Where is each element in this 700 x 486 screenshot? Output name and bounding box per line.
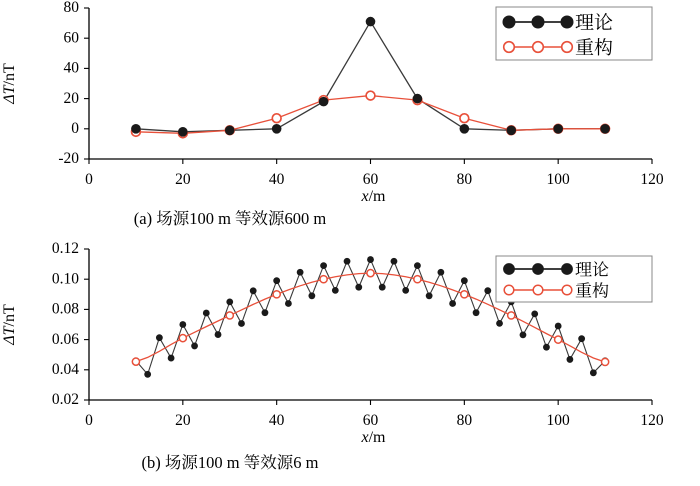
svg-text:40: 40 bbox=[64, 60, 80, 77]
svg-text:100: 100 bbox=[547, 412, 571, 429]
svg-text:100: 100 bbox=[547, 171, 571, 188]
svg-text:0.04: 0.04 bbox=[52, 361, 79, 378]
svg-text:80: 80 bbox=[457, 171, 473, 188]
svg-text:重构: 重构 bbox=[575, 37, 613, 59]
svg-text:120: 120 bbox=[640, 412, 664, 429]
svg-text:ΔT/nT: ΔT/nT bbox=[1, 63, 18, 105]
svg-text:理论: 理论 bbox=[575, 13, 613, 34]
svg-text:20: 20 bbox=[175, 412, 191, 429]
svg-text:重构: 重构 bbox=[575, 282, 609, 301]
svg-text:60: 60 bbox=[363, 171, 379, 188]
svg-text:理论: 理论 bbox=[575, 261, 609, 280]
svg-text:x/m: x/m bbox=[361, 429, 387, 446]
svg-text:120: 120 bbox=[640, 171, 664, 188]
svg-text:20: 20 bbox=[64, 90, 80, 107]
svg-text:40: 40 bbox=[269, 171, 285, 188]
svg-text:0.02: 0.02 bbox=[52, 391, 79, 408]
svg-text:0.12: 0.12 bbox=[52, 240, 79, 257]
svg-text:80: 80 bbox=[64, 0, 80, 16]
svg-text:x/m: x/m bbox=[361, 188, 387, 205]
svg-text:60: 60 bbox=[363, 412, 379, 429]
svg-text:0.08: 0.08 bbox=[52, 301, 79, 318]
svg-text:ΔT/nT: ΔT/nT bbox=[1, 304, 18, 346]
svg-text:(b) 场源100 m 等效源6 m: (b) 场源100 m 等效源6 m bbox=[142, 453, 319, 472]
svg-text:0: 0 bbox=[85, 412, 93, 429]
svg-text:-20: -20 bbox=[58, 150, 79, 167]
svg-text:0: 0 bbox=[85, 171, 93, 188]
svg-text:0: 0 bbox=[71, 120, 79, 137]
svg-text:0.06: 0.06 bbox=[52, 331, 79, 348]
svg-text:60: 60 bbox=[64, 29, 80, 46]
svg-text:80: 80 bbox=[457, 412, 473, 429]
svg-text:0.10: 0.10 bbox=[52, 270, 79, 287]
svg-text:20: 20 bbox=[175, 171, 191, 188]
svg-text:(a) 场源100 m 等效源600 m: (a) 场源100 m 等效源600 m bbox=[134, 209, 327, 228]
svg-text:40: 40 bbox=[269, 412, 285, 429]
